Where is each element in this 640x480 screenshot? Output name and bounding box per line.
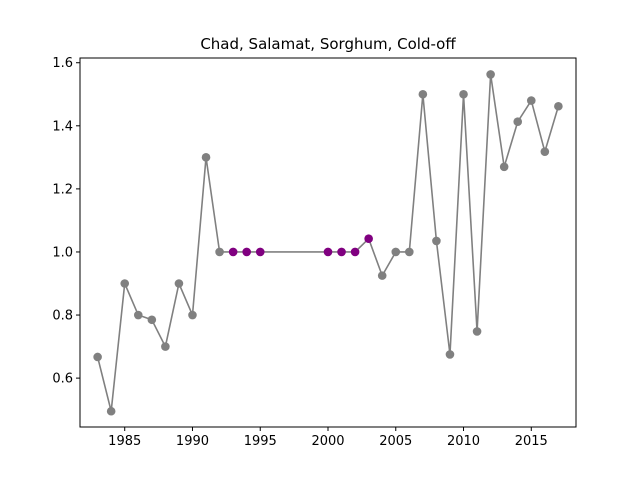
axes-frame	[79, 57, 577, 428]
x-tick-label: 2000	[311, 434, 344, 449]
x-tick-label: 1985	[108, 434, 141, 449]
data-point	[120, 279, 130, 288]
y-tick-label: 0.6	[52, 372, 73, 387]
data-point	[201, 153, 211, 162]
series-line	[96, 74, 560, 412]
data-point	[188, 310, 197, 320]
data-point	[133, 310, 143, 320]
data-point	[486, 70, 495, 79]
highlighted-data-point	[364, 234, 373, 244]
data-point	[499, 162, 509, 172]
highlighted-data-point	[228, 247, 238, 257]
axes: 1985 1990 1995 2000 2005 2010 2015 0.6 0.8 1.0 1.2…	[52, 56, 548, 449]
data-point	[215, 247, 224, 257]
y-tick-label: 0.8	[52, 309, 73, 324]
x-tick-label: 1990	[176, 434, 209, 449]
data-point	[526, 96, 536, 105]
data-point	[93, 352, 102, 362]
plot-area	[93, 70, 563, 416]
data-point	[432, 236, 441, 246]
chart-title: Chad, Salamat, Sorghum, Cold-off	[200, 35, 456, 53]
data-point	[106, 406, 116, 416]
y-tick-label: 1.4	[52, 119, 73, 134]
highlighted-data-point	[350, 247, 360, 257]
y-tick-label: 1.2	[52, 182, 73, 197]
data-point	[161, 342, 170, 351]
y-tick-label: 1.0	[52, 245, 73, 260]
x-tick-label: 2005	[379, 434, 412, 449]
x-tick-label: 2010	[447, 434, 480, 449]
x-tick-label: 2015	[515, 434, 548, 449]
data-point	[391, 247, 401, 257]
data-point	[513, 117, 523, 127]
data-point	[554, 101, 563, 111]
x-tick-label: 1995	[244, 434, 277, 449]
highlighted-data-point	[255, 247, 265, 257]
y-tick-label: 1.6	[52, 56, 73, 71]
data-point	[174, 279, 184, 288]
data-point	[147, 315, 157, 325]
data-point	[459, 89, 468, 99]
data-point	[405, 247, 414, 257]
data-point	[445, 350, 455, 359]
highlighted-data-point	[242, 247, 251, 257]
data-point	[472, 327, 482, 336]
highlighted-data-point	[337, 247, 346, 257]
data-point	[540, 147, 550, 156]
data-point	[377, 271, 387, 280]
highlighted-data-point	[323, 247, 333, 257]
data-point	[418, 89, 428, 99]
